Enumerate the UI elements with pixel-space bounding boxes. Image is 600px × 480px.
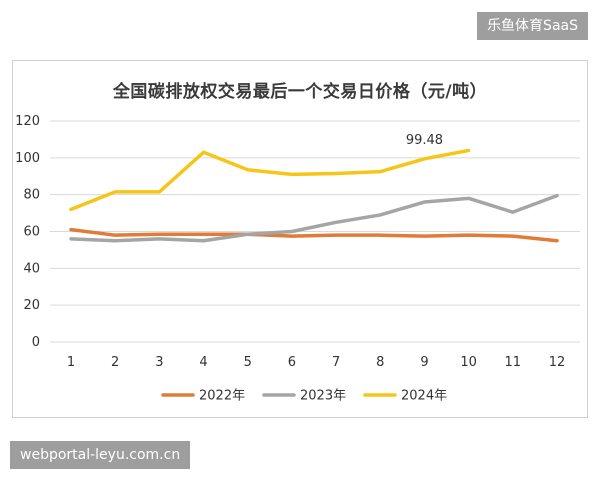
series-line-2023年 — [69, 193, 559, 243]
series-lines — [69, 148, 559, 243]
x-tick-label: 4 — [199, 355, 207, 370]
x-tick-label: 5 — [244, 355, 252, 370]
series-line-2022年 — [69, 227, 559, 243]
data-labels: 99.48 — [406, 133, 443, 148]
y-tick-label: 40 — [23, 261, 40, 276]
x-tick-label: 7 — [332, 355, 340, 370]
grid-lines — [50, 120, 580, 343]
y-tick-label: 0 — [32, 335, 40, 350]
x-tick-label: 3 — [155, 355, 163, 370]
legend-label: 2024年 — [401, 389, 447, 404]
y-tick-label: 100 — [15, 151, 40, 166]
x-tick-label: 6 — [288, 355, 296, 370]
x-tick-label: 10 — [460, 355, 477, 370]
x-tick-label: 2 — [111, 355, 119, 370]
legend: 2022年 2023年 2024年 — [161, 389, 447, 404]
data-label: 99.48 — [406, 133, 443, 148]
x-tick-label: 1 — [67, 355, 75, 370]
legend-label: 2022年 — [199, 389, 245, 404]
y-tick-label: 60 — [23, 225, 40, 240]
y-tick-label: 80 — [23, 188, 40, 203]
watermark-bottom: webportal-leyu.com.cn — [10, 441, 191, 469]
x-tick-label: 12 — [549, 355, 566, 370]
x-tick-labels: 1 2 3 4 5 6 7 8 9 10 11 12 — [67, 355, 565, 370]
y-tick-label: 20 — [23, 298, 40, 313]
series-line-2024年 — [69, 148, 471, 212]
y-tick-label: 120 — [15, 114, 40, 129]
chart-title: 全国碳排放权交易最后一个交易日价格（元/吨） — [112, 82, 488, 102]
watermark-top: 乐鱼体育SaaS — [477, 12, 588, 40]
legend-label: 2023年 — [300, 389, 346, 404]
x-tick-label: 9 — [420, 355, 428, 370]
x-tick-label: 11 — [505, 355, 522, 370]
y-tick-labels: 0 20 40 60 80 100 120 — [15, 114, 40, 350]
x-tick-label: 8 — [376, 355, 384, 370]
